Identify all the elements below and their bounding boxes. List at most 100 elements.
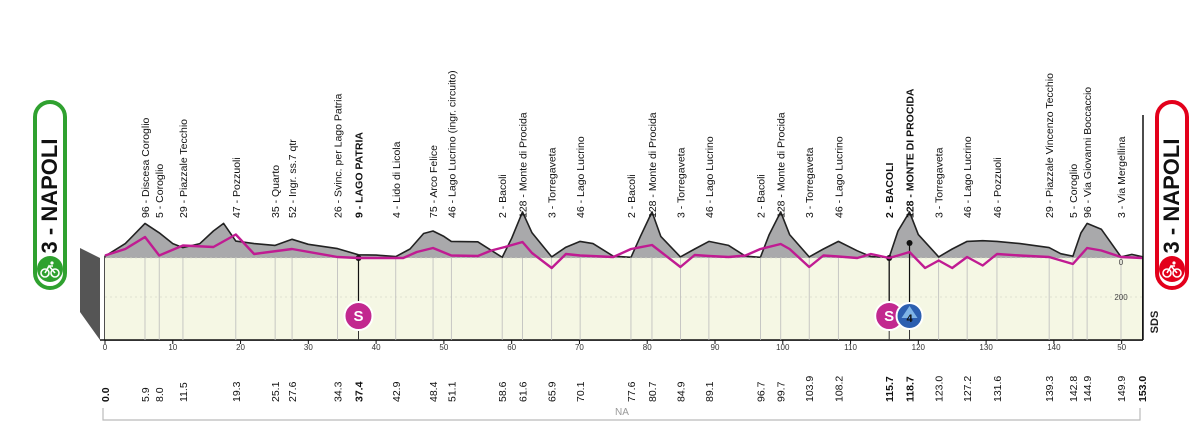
waypoint-km-label: 127.2 [962,376,974,402]
waypoint-km-label: 142.8 [1068,376,1080,402]
waypoint: 128 - Monte di Procida 99.7 [776,112,788,402]
waypoint-km-label: 65.9 [547,381,559,402]
waypoint: 128 - Monte di Procida 80.7 [647,112,659,402]
waypoint: 3 - Torregaveta 65.9 [547,147,559,402]
waypoint-km-label: 149.9 [1116,376,1128,402]
kom-marker: 4 [895,240,924,330]
bottom-bracket [102,408,1141,421]
altitude-label-200: 200 [1114,293,1128,302]
waypoint-km-label: 144.9 [1082,376,1094,402]
waypoint: 128 - Monte di Procida 61.6 [518,112,530,402]
waypoint-km-label: 42.9 [391,381,403,402]
waypoint-km-label: 61.6 [518,381,530,402]
sprint-letter: S [353,308,363,325]
waypoint-km-label: 58.6 [497,381,509,402]
waypoint: 3 - Via Mergellina 149.9 [1116,136,1128,402]
ruler-tick-label: 80 [643,343,652,352]
waypoint-km-label: 27.6 [287,381,299,402]
sprint-icon [343,301,374,331]
ruler-tick-label: 30 [304,343,313,352]
profile-left-slab [80,248,100,340]
ruler-tick-label: 140 [1047,343,1061,352]
waypoint: 29 - Piazzale Vincenzo Tecchio 139.3 [1044,73,1056,402]
waypoint-km-label: 80.7 [647,381,659,402]
waypoint-name: 3 - Torregaveta [547,147,559,218]
waypoint: 75 - Arco Felice 48.4 [428,145,440,402]
waypoint-name: 128 - Monte di Procida [518,112,530,218]
waypoint-name: 52 - Ingr. ss.7 qtr [287,139,299,218]
waypoint: 96 - Via Giovanni Boccaccio 144.9 [1082,87,1094,402]
waypoint-name: 26 - Svinc. per Lago Patria [333,94,345,218]
sprint-letter: S [884,308,894,325]
waypoint: 47 - Pozzuoli 19.3 [231,157,243,402]
waypoint-km-label: 37.4 [354,381,366,402]
waypoint-name: 35 - Quarto [270,165,282,218]
km-ruler: 0 10 20 30 40 50 60 70 80 90 100 110 120 130 140 50 [103,340,1127,352]
ruler-tick-label: 20 [236,343,245,352]
waypoint-name: 46 - Lago Lucrino [962,136,974,218]
ruler-tick-label: 60 [507,343,516,352]
waypoint: 29 - Piazzale Tecchio 11.5 [178,119,190,402]
waypoint: 5 - Coroglio 8.0 [154,164,166,402]
waypoint-name: 46 - Lago Lucrino [575,136,587,218]
waypoint: 4 - Lido di Licola 42.9 [391,141,403,402]
finish-badge-label: 3 - NAPOLI [1159,138,1184,254]
waypoint-km-label: 96.7 [755,381,767,402]
waypoint: 35 - Quarto 25.1 [270,165,282,402]
waypoint: 52 - Ingr. ss.7 qtr 27.6 [287,139,299,402]
start-badge-label: 3 - NAPOLI [37,138,62,254]
waypoint-name: 47 - Pozzuoli [231,157,243,218]
waypoint-km-label: 108.2 [833,376,845,402]
kom-point [906,240,913,246]
waypoint: 0.0 [100,387,112,402]
waypoint-km-label: 34.3 [333,381,345,402]
start-badge: 3 - NAPOLI [33,100,67,290]
bicycle-icon [1159,256,1185,282]
waypoint-name: 128 - Monte di Procida [647,112,659,218]
waypoint: 96 - Discesa Coroglio 5.9 [140,117,152,402]
ruler-tick-label: 10 [168,343,177,352]
waypoint: 46 - Lago Lucrino 127.2 [962,136,974,402]
waypoint-name: 29 - Piazzale Vincenzo Tecchio [1044,73,1056,218]
waypoint-km-label: 48.4 [428,381,440,402]
sprint-marker: S [343,255,374,331]
brand-mark: SDS [1149,311,1161,334]
ruler-tick-label: 130 [979,343,993,352]
waypoint-km-label: 131.6 [992,376,1004,402]
waypoint-km-label: 25.1 [270,381,282,402]
waypoint-name: 96 - Discesa Coroglio [140,117,152,218]
waypoint-name: 46 - Lago Lucrino [833,136,845,218]
waypoint-name: 2 - BACOLI [884,163,896,219]
waypoint-km-label: 0.0 [100,387,112,402]
ruler-tick-label: 120 [912,343,926,352]
waypoint: 46 - Lago Lucrino (ingr. circuito) 51.1 [446,70,458,402]
waypoint-name: 46 - Lago Lucrino [704,136,716,218]
waypoint-name: 5 - Coroglio [154,164,166,218]
waypoint-km-label: 123.0 [934,376,946,402]
ruler-tick-label: 100 [776,343,790,352]
waypoint: 46 - Lago Lucrino 108.2 [833,136,845,402]
waypoint-name: 2 - Bacoli [626,174,638,218]
waypoint: 2 - Bacoli 77.6 [626,174,638,402]
waypoint: 3 - Torregaveta 123.0 [934,147,946,402]
waypoint-name: 96 - Via Giovanni Boccaccio [1082,87,1094,218]
kom-category: 4 [906,313,913,325]
waypoint-km-label: 89.1 [704,381,716,402]
waypoint: 153.0 [1137,376,1149,402]
waypoint-name: 128 - Monte di Procida [776,112,788,218]
waypoint-name: 3 - Torregaveta [934,147,946,218]
waypoint: 46 - Pozzuoli 131.6 [992,157,1004,402]
waypoint-km-label: 139.3 [1044,376,1056,402]
bicycle-icon [37,256,63,282]
waypoint-name: 2 - Bacoli [497,174,509,218]
profile-plot-band [105,258,1142,340]
waypoint: 46 - Lago Lucrino 89.1 [704,136,716,402]
waypoint-name: 2 - Bacoli [755,174,767,218]
bottom-bracket-label: NA [615,407,629,418]
ruler-tick-label: 0 [103,343,108,352]
waypoint-km-label: 118.7 [905,376,917,402]
ruler-tick-label: 40 [372,343,381,352]
waypoint-name: 3 - Via Mergellina [1116,136,1128,218]
